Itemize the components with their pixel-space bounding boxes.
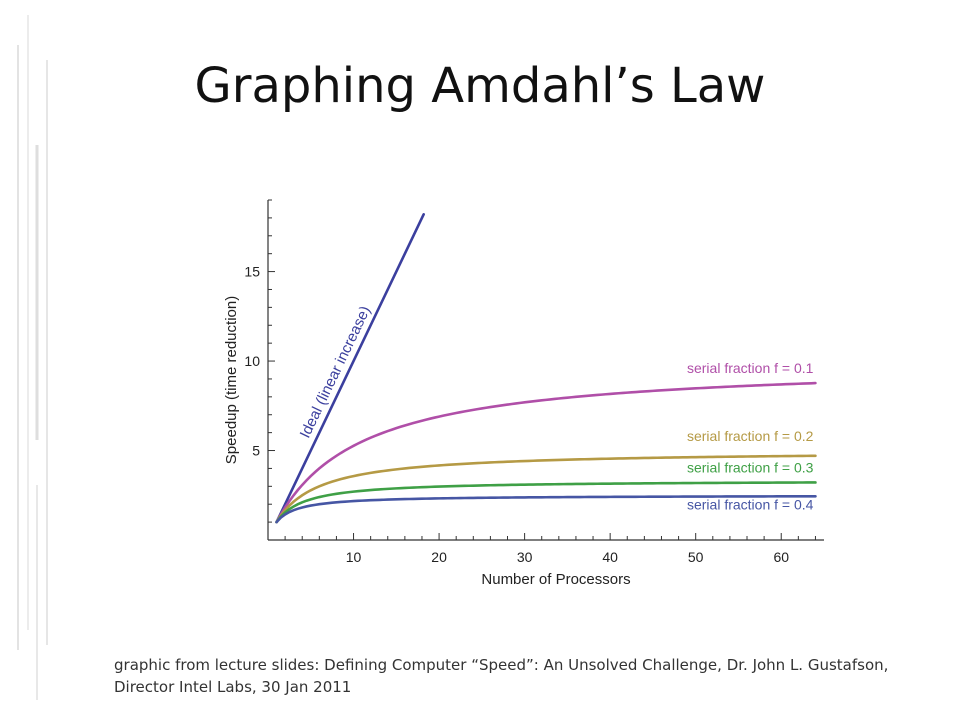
x-tick-label: 10 (346, 549, 362, 565)
x-tick-label: 60 (773, 549, 789, 565)
series-label: serial fraction f = 0.4 (687, 496, 814, 512)
chart-axes (267, 200, 824, 541)
x-tick-label: 40 (602, 549, 618, 565)
x-axis-label: Number of Processors (481, 571, 630, 588)
y-tick-label: 5 (252, 443, 260, 459)
tick-marks (268, 199, 816, 540)
source-caption: graphic from lecture slides: Defining Co… (114, 654, 914, 698)
ideal-line-label: Ideal (linear increase) (297, 303, 375, 440)
tick-labels: 10 20 30 40 50 60 5 10 15 (244, 264, 789, 565)
series-label: serial fraction f = 0.2 (687, 428, 814, 444)
series-label: serial fraction f = 0.1 (687, 360, 814, 376)
y-axis-label: Speedup (time reduction) (223, 296, 240, 464)
x-tick-label: 30 (517, 549, 533, 565)
series-curves (275, 213, 817, 524)
series-curve-f-0.2 (275, 454, 817, 524)
ideal-line (275, 213, 425, 524)
series-curve-f-0.4 (275, 494, 817, 524)
caption-line-2: Director Intel Labs, 30 Jan 2011 (114, 678, 352, 696)
x-tick-label: 50 (688, 549, 704, 565)
series-curve-f-0.1 (275, 381, 817, 524)
y-tick-label: 10 (244, 353, 260, 369)
decorative-lines (17, 15, 48, 700)
series-label: serial fraction f = 0.3 (687, 459, 814, 475)
series-labels: serial fraction f = 0.1 serial fraction f… (687, 360, 814, 512)
series-curve-f-0.3 (275, 481, 817, 524)
slide-title: Graphing Amdahl’s Law (194, 58, 766, 114)
x-tick-label: 20 (431, 549, 447, 565)
caption-line-1: graphic from lecture slides: Defining Co… (114, 656, 889, 674)
y-tick-label: 15 (244, 264, 260, 280)
